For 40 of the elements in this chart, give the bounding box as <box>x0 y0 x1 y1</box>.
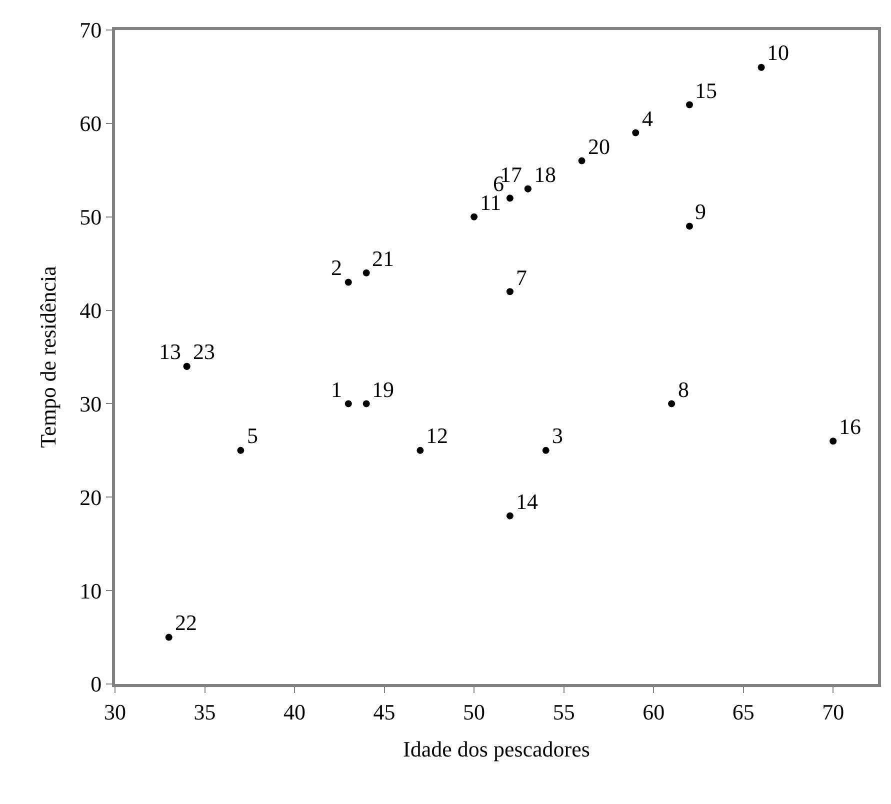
x-tick-label: 55 <box>552 699 575 724</box>
annotation: 10 <box>767 40 789 65</box>
annotation: 1 <box>331 377 342 402</box>
annotation: 4 <box>642 106 653 131</box>
y-tick-label: 20 <box>80 484 102 510</box>
annotation: 23 <box>193 339 215 364</box>
y-tick-label: 40 <box>80 298 102 323</box>
annotation: 8 <box>678 377 689 402</box>
annotation: 12 <box>426 423 448 448</box>
x-tick-label: 30 <box>104 699 126 724</box>
x-tick-label: 70 <box>822 699 844 724</box>
annotation: 22 <box>175 610 197 635</box>
y-tick-label: 70 <box>80 18 102 43</box>
x-axis-title: Idade dos pescadores <box>403 736 590 762</box>
annotation: 9 <box>695 199 706 224</box>
y-tick-label: 50 <box>80 204 102 230</box>
annotation: 18 <box>534 162 556 187</box>
annotation: 5 <box>247 423 258 448</box>
x-tick-label: 60 <box>642 699 665 724</box>
annotation: 20 <box>588 134 610 159</box>
x-tick-label: 40 <box>284 699 306 724</box>
annotation: 2 <box>331 255 342 280</box>
annotation: 16 <box>839 414 861 439</box>
annotation: 21 <box>372 246 394 271</box>
y-axis-title: Tempo de residência <box>35 266 60 448</box>
x-tick-label: 45 <box>373 699 396 724</box>
annotation: 3 <box>552 423 563 448</box>
y-tick-label: 30 <box>80 391 102 416</box>
annotation: 11 <box>480 190 502 215</box>
y-tick-label: 0 <box>90 672 102 697</box>
annotation: 7 <box>516 265 527 290</box>
x-tick-label: 65 <box>732 699 754 724</box>
annotation: 15 <box>695 78 717 103</box>
annotation: 14 <box>516 489 538 514</box>
y-tick-label: 60 <box>80 111 102 136</box>
annotation: 19 <box>372 377 394 402</box>
x-tick-label: 35 <box>194 699 216 724</box>
x-tick-label: 50 <box>463 699 486 724</box>
y-tick-label: 10 <box>80 578 102 604</box>
annotation: 13 <box>159 339 181 364</box>
